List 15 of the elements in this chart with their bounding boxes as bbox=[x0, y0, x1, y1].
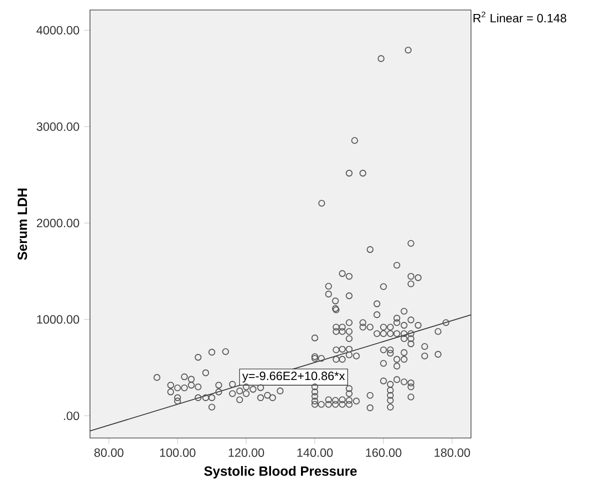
annotation: y=-9.66E2+10.86*x bbox=[242, 372, 345, 383]
text: R$^{2}$ Linear = 0.148 bbox=[474, 12, 566, 22]
x-tick-label: 180.00 bbox=[434, 448, 470, 457]
x-tick-label: 140.00 bbox=[297, 448, 333, 457]
x-tick-label: 120.00 bbox=[228, 448, 264, 457]
y-tick-label: 4000.00 bbox=[36, 26, 80, 35]
x-tick-label: 160.00 bbox=[366, 448, 402, 457]
y-tick-label: 3000.00 bbox=[36, 122, 80, 131]
x-tick-label: 100.00 bbox=[160, 448, 196, 457]
y-axis-title: Serum LDH bbox=[18, 188, 28, 260]
y-tick-label: .00 bbox=[64, 412, 80, 420]
x-tick-label: 80.00 bbox=[94, 448, 124, 457]
y-tick-label: 2000.00 bbox=[36, 218, 80, 228]
y-tick-label: 1000.00 bbox=[37, 315, 80, 324]
x-axis-title: Systolic Blood Pressure bbox=[204, 466, 357, 478]
